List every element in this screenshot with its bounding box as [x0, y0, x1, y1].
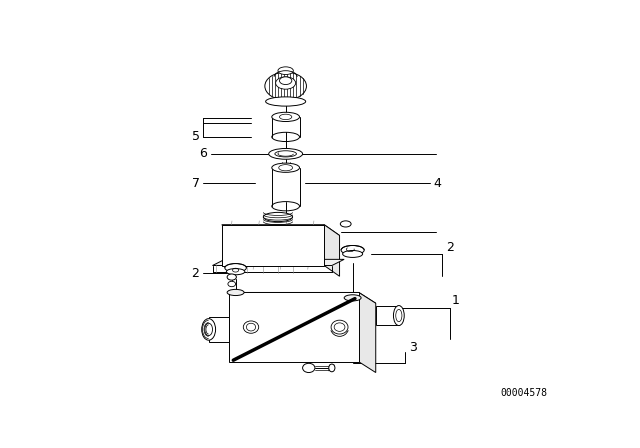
Text: 2: 2 — [191, 267, 200, 280]
Ellipse shape — [202, 319, 216, 340]
Ellipse shape — [331, 320, 348, 334]
Ellipse shape — [334, 323, 345, 332]
Ellipse shape — [280, 114, 292, 120]
Polygon shape — [209, 317, 230, 342]
Text: 7: 7 — [191, 177, 200, 190]
Ellipse shape — [275, 151, 296, 157]
Text: 3: 3 — [409, 341, 417, 354]
Ellipse shape — [205, 323, 212, 336]
Ellipse shape — [342, 250, 363, 258]
Text: 4: 4 — [433, 177, 441, 190]
Polygon shape — [230, 293, 376, 303]
Ellipse shape — [227, 289, 244, 296]
Ellipse shape — [228, 281, 236, 287]
Text: 00004578: 00004578 — [501, 388, 548, 397]
Ellipse shape — [278, 67, 293, 74]
Polygon shape — [230, 293, 359, 362]
Ellipse shape — [266, 97, 306, 106]
Ellipse shape — [269, 148, 303, 159]
Text: 2: 2 — [445, 241, 454, 254]
Ellipse shape — [280, 77, 292, 85]
Ellipse shape — [276, 77, 296, 89]
Text: 5: 5 — [191, 130, 200, 143]
Text: 6: 6 — [199, 147, 207, 160]
Polygon shape — [359, 293, 376, 373]
Ellipse shape — [344, 295, 361, 301]
Ellipse shape — [225, 263, 246, 272]
Ellipse shape — [394, 306, 404, 326]
Ellipse shape — [329, 364, 335, 372]
Ellipse shape — [243, 321, 259, 333]
Polygon shape — [221, 225, 340, 236]
Polygon shape — [212, 259, 344, 266]
Polygon shape — [376, 306, 399, 325]
Ellipse shape — [227, 269, 245, 275]
Ellipse shape — [265, 72, 307, 100]
Ellipse shape — [227, 274, 236, 280]
Polygon shape — [221, 225, 324, 266]
Polygon shape — [324, 225, 340, 276]
Ellipse shape — [303, 363, 315, 373]
Ellipse shape — [272, 112, 300, 121]
Ellipse shape — [272, 132, 300, 142]
Ellipse shape — [341, 246, 364, 255]
Ellipse shape — [340, 221, 351, 227]
Ellipse shape — [279, 165, 292, 171]
Text: 1: 1 — [452, 293, 460, 307]
Ellipse shape — [396, 310, 402, 322]
Ellipse shape — [263, 212, 292, 222]
Ellipse shape — [246, 323, 255, 331]
Ellipse shape — [272, 202, 300, 211]
Ellipse shape — [272, 163, 300, 172]
